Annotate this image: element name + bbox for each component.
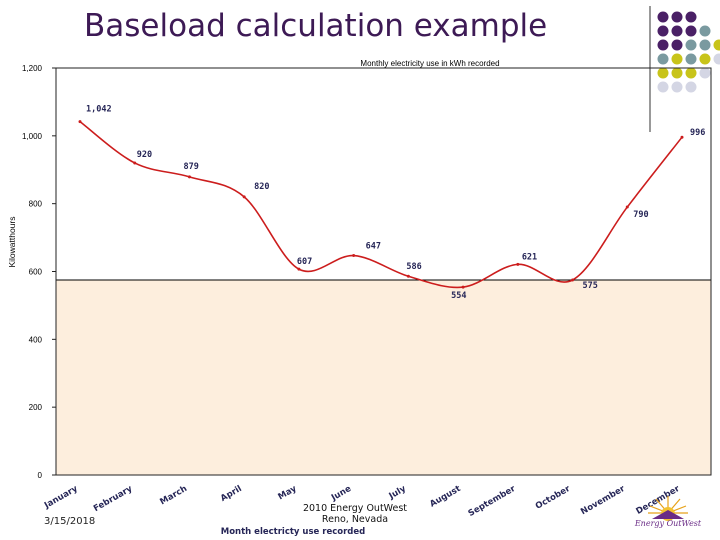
decorative-dot <box>699 53 711 65</box>
data-point <box>461 285 465 289</box>
decorative-dot <box>671 67 683 79</box>
decorative-dot <box>657 11 669 23</box>
decorative-dot <box>713 39 720 51</box>
decorative-dot <box>713 53 720 65</box>
decorative-dot <box>671 81 683 93</box>
data-label: 554 <box>451 291 466 301</box>
slide-title: Baseload calculation example <box>84 8 548 44</box>
x-category-label: October <box>534 484 573 512</box>
data-label: 575 <box>583 281 598 291</box>
y-axis-title: Kilowatthours <box>7 216 17 267</box>
decorative-dot <box>671 11 683 23</box>
series-line <box>79 120 683 289</box>
data-point <box>680 135 684 139</box>
data-point <box>625 205 629 209</box>
y-tick-label: 600 <box>29 268 43 277</box>
footer-event: 2010 Energy OutWest Reno, Nevada <box>300 503 410 525</box>
data-point <box>187 175 191 179</box>
x-category-label: April <box>219 484 244 504</box>
data-label: 996 <box>690 128 705 138</box>
data-label: 820 <box>254 182 269 192</box>
baseload-area <box>56 279 711 475</box>
decorative-dot <box>671 25 683 37</box>
decorative-dot <box>657 81 669 93</box>
decorative-dot <box>685 11 697 23</box>
x-axis-title: Month electricty use recorded <box>221 527 365 537</box>
data-label: 790 <box>633 210 648 220</box>
energy-outwest-logo: Energy OutWest <box>628 493 708 533</box>
chart-title: Monthly electricity use in kWh recorded <box>360 59 499 68</box>
x-category-label: May <box>277 484 299 503</box>
decorative-dot <box>685 39 697 51</box>
footer-event-location: Reno, Nevada <box>321 514 389 525</box>
y-tick-label: 200 <box>29 403 43 412</box>
x-category-label: July <box>387 484 409 502</box>
data-point <box>242 195 246 199</box>
data-label: 621 <box>522 252 537 262</box>
decorative-dot <box>685 81 697 93</box>
y-tick-label: 400 <box>29 335 43 344</box>
x-category-label: August <box>428 484 462 510</box>
x-category-label: March <box>158 484 189 507</box>
decorative-dot <box>685 67 697 79</box>
data-point <box>571 278 575 282</box>
y-tick-label: 1,000 <box>22 132 43 141</box>
decorative-dot <box>657 25 669 37</box>
data-label: 607 <box>297 257 312 267</box>
footer-event-name: 2010 Energy OutWest <box>302 503 408 514</box>
decorative-dot <box>699 39 711 51</box>
logo-text: Energy OutWest <box>634 519 702 528</box>
data-label: 586 <box>406 262 421 272</box>
decorative-dot <box>685 53 697 65</box>
y-tick-label: 1,200 <box>22 64 43 73</box>
data-point <box>352 254 356 258</box>
decorative-dot <box>657 67 669 79</box>
data-point <box>133 161 137 165</box>
decorative-dot <box>657 53 669 65</box>
decorative-dot <box>699 25 711 37</box>
decorative-dot <box>699 67 711 79</box>
decorative-dot <box>671 39 683 51</box>
data-label: 1,042 <box>86 105 112 115</box>
decorative-dot <box>657 39 669 51</box>
data-label: 920 <box>137 150 152 160</box>
decorative-dot-grid <box>657 11 720 93</box>
decorative-dot <box>685 25 697 37</box>
x-category-label: January <box>42 484 80 512</box>
data-label: 647 <box>366 242 381 252</box>
y-tick-label: 0 <box>38 471 43 480</box>
data-point <box>406 274 410 278</box>
decorative-dot <box>671 53 683 65</box>
y-tick-label: 800 <box>29 200 43 209</box>
data-label: 879 <box>183 162 198 172</box>
footer-date: 3/15/2018 <box>44 516 96 527</box>
x-category-label: June <box>329 484 353 504</box>
sun-icon <box>648 496 688 521</box>
x-category-label: September <box>467 484 518 519</box>
data-point <box>297 267 301 271</box>
data-point <box>516 262 520 266</box>
x-category-label: February <box>92 484 135 514</box>
data-point <box>78 120 82 124</box>
x-category-label: November <box>579 484 627 518</box>
